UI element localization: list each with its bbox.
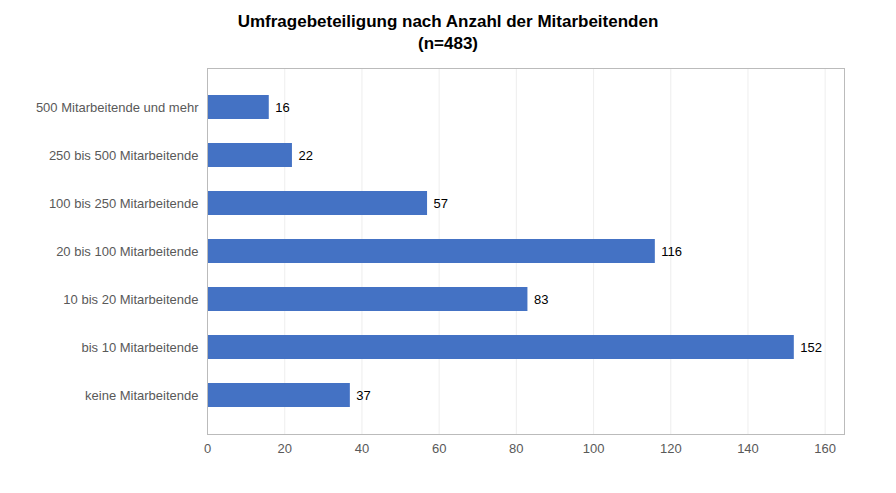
html-text:(n=483): (n=483) — [418, 34, 478, 53]
svg-text:57: 57 — [434, 196, 448, 211]
svg-text:83: 83 — [534, 292, 548, 307]
svg-text:140: 140 — [737, 441, 759, 456]
svg-text:100: 100 — [583, 441, 605, 456]
svg-text:500 Mitarbeitende und mehr: 500 Mitarbeitende und mehr — [36, 100, 199, 115]
svg-text:250 bis 500 Mitarbeitende: 250 bis 500 Mitarbeitende — [49, 148, 199, 163]
svg-text:20 bis 100 Mitarbeitende: 20 bis 100 Mitarbeitende — [56, 244, 198, 259]
svg-text:20: 20 — [277, 441, 291, 456]
svg-text:160: 160 — [814, 441, 836, 456]
svg-text:37: 37 — [356, 388, 370, 403]
svg-text:10 bis 20 Mitarbeitende: 10 bis 20 Mitarbeitende — [63, 292, 198, 307]
svg-text:60: 60 — [432, 441, 446, 456]
svg-text:40: 40 — [355, 441, 369, 456]
svg-text:bis 10 Mitarbeitende: bis 10 Mitarbeitende — [81, 340, 198, 355]
svg-text:120: 120 — [660, 441, 682, 456]
svg-text:100 bis 250 Mitarbeitende: 100 bis 250 Mitarbeitende — [49, 196, 199, 211]
svg-text:0: 0 — [204, 441, 211, 456]
svg-text:22: 22 — [298, 148, 312, 163]
svg-text:116: 116 — [661, 244, 682, 259]
svg-text:80: 80 — [509, 441, 523, 456]
svg-text:16: 16 — [275, 100, 289, 115]
svg-text:keine Mitarbeitende: keine Mitarbeitende — [85, 388, 198, 403]
html-text:Umfragebeteiligung nach Anzahl: Umfragebeteiligung nach Anzahl der Mitar… — [237, 12, 659, 31]
svg-text:152: 152 — [800, 340, 822, 355]
